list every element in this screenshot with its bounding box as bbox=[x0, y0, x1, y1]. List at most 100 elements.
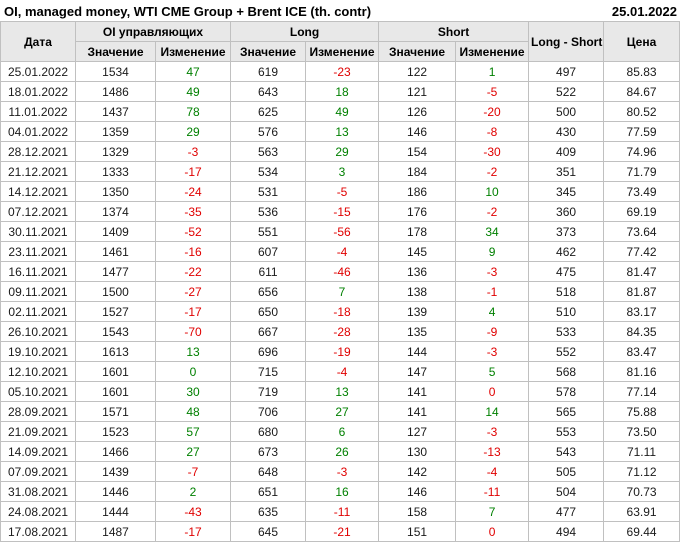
oi-value-cell: 1601 bbox=[75, 381, 156, 402]
date-cell: 31.08.2021 bbox=[0, 481, 76, 502]
date-cell: 04.01.2022 bbox=[0, 121, 76, 142]
short-value-cell: 145 bbox=[378, 241, 457, 262]
oi-change-cell: -16 bbox=[154, 241, 232, 262]
oi-change-cell: 29 bbox=[154, 121, 232, 142]
oi-change-cell: -17 bbox=[154, 301, 232, 322]
long-change-cell: -21 bbox=[305, 521, 380, 542]
page-title: OI, managed money, WTI CME Group + Brent… bbox=[4, 4, 372, 19]
oi-change-cell: 57 bbox=[154, 421, 232, 442]
col-header-long-change: Изменение bbox=[305, 41, 380, 62]
oi-change-cell: -7 bbox=[154, 461, 232, 482]
price-cell: 83.17 bbox=[603, 301, 680, 322]
short-value-cell: 136 bbox=[378, 261, 457, 282]
long-short-cell: 409 bbox=[528, 141, 605, 162]
long-value-cell: 531 bbox=[230, 181, 307, 202]
price-cell: 77.14 bbox=[603, 381, 680, 402]
long-value-cell: 673 bbox=[230, 441, 307, 462]
oi-data-table: Дата OI управляющих Long Short Long - Sh… bbox=[0, 21, 680, 542]
oi-value-cell: 1571 bbox=[75, 401, 156, 422]
short-change-cell: -5 bbox=[455, 81, 530, 102]
oi-value-cell: 1534 bbox=[75, 61, 156, 82]
table-row: 04.01.2022 1359 29 576 13 146 -8 430 77.59 bbox=[0, 121, 680, 142]
oi-change-cell: 78 bbox=[154, 101, 232, 122]
oi-change-cell: 13 bbox=[154, 341, 232, 362]
oi-value-cell: 1543 bbox=[75, 321, 156, 342]
report-date: 25.01.2022 bbox=[611, 4, 677, 19]
price-cell: 84.67 bbox=[603, 81, 680, 102]
long-value-cell: 635 bbox=[230, 501, 307, 522]
date-cell: 25.01.2022 bbox=[0, 61, 76, 82]
short-value-cell: 186 bbox=[378, 181, 457, 202]
date-cell: 18.01.2022 bbox=[0, 81, 76, 102]
long-short-cell: 552 bbox=[528, 341, 605, 362]
long-change-cell: 7 bbox=[305, 281, 380, 302]
long-change-cell: -4 bbox=[305, 361, 380, 382]
long-value-cell: 536 bbox=[230, 201, 307, 222]
col-header-price: Цена bbox=[603, 21, 680, 62]
long-value-cell: 563 bbox=[230, 141, 307, 162]
short-change-cell: 7 bbox=[455, 501, 530, 522]
short-change-cell: -9 bbox=[455, 321, 530, 342]
short-change-cell: -3 bbox=[455, 261, 530, 282]
price-cell: 75.88 bbox=[603, 401, 680, 422]
col-header-long-value: Значение bbox=[230, 41, 307, 62]
short-value-cell: 146 bbox=[378, 481, 457, 502]
table-header: Дата OI управляющих Long Short Long - Sh… bbox=[0, 21, 680, 62]
oi-value-cell: 1461 bbox=[75, 241, 156, 262]
oi-change-cell: -22 bbox=[154, 261, 232, 282]
long-value-cell: 534 bbox=[230, 161, 307, 182]
table-row: 16.11.2021 1477 -22 611 -46 136 -3 475 81.47 bbox=[0, 261, 680, 282]
date-cell: 19.10.2021 bbox=[0, 341, 76, 362]
long-short-cell: 504 bbox=[528, 481, 605, 502]
long-change-cell: -23 bbox=[305, 61, 380, 82]
long-change-cell: -28 bbox=[305, 321, 380, 342]
short-change-cell: -1 bbox=[455, 281, 530, 302]
short-value-cell: 122 bbox=[378, 61, 457, 82]
price-cell: 70.73 bbox=[603, 481, 680, 502]
long-value-cell: 611 bbox=[230, 261, 307, 282]
price-cell: 83.47 bbox=[603, 341, 680, 362]
short-value-cell: 146 bbox=[378, 121, 457, 142]
table-row: 31.08.2021 1446 2 651 16 146 -11 504 70.73 bbox=[0, 481, 680, 502]
oi-change-cell: 0 bbox=[154, 361, 232, 382]
long-value-cell: 643 bbox=[230, 81, 307, 102]
long-short-cell: 533 bbox=[528, 321, 605, 342]
short-change-cell: -3 bbox=[455, 421, 530, 442]
price-cell: 71.12 bbox=[603, 461, 680, 482]
col-group-oi: OI управляющих bbox=[74, 21, 232, 42]
short-value-cell: 178 bbox=[378, 221, 457, 242]
oi-value-cell: 1466 bbox=[75, 441, 156, 462]
long-change-cell: 3 bbox=[305, 161, 380, 182]
long-value-cell: 551 bbox=[230, 221, 307, 242]
short-change-cell: -2 bbox=[455, 201, 530, 222]
short-value-cell: 141 bbox=[378, 381, 457, 402]
date-cell: 05.10.2021 bbox=[0, 381, 76, 402]
price-cell: 69.44 bbox=[603, 521, 680, 542]
table-row: 30.11.2021 1409 -52 551 -56 178 34 373 73.64 bbox=[0, 221, 680, 242]
long-short-cell: 477 bbox=[528, 501, 605, 522]
oi-value-cell: 1359 bbox=[75, 121, 156, 142]
short-value-cell: 184 bbox=[378, 161, 457, 182]
long-short-cell: 462 bbox=[528, 241, 605, 262]
table-row: 05.10.2021 1601 30 719 13 141 0 578 77.14 bbox=[0, 381, 680, 402]
long-short-cell: 578 bbox=[528, 381, 605, 402]
long-short-cell: 518 bbox=[528, 281, 605, 302]
long-short-cell: 510 bbox=[528, 301, 605, 322]
col-header-short-value: Значение bbox=[378, 41, 457, 62]
long-value-cell: 576 bbox=[230, 121, 307, 142]
long-value-cell: 619 bbox=[230, 61, 307, 82]
long-change-cell: -11 bbox=[305, 501, 380, 522]
oi-change-cell: 49 bbox=[154, 81, 232, 102]
date-cell: 24.08.2021 bbox=[0, 501, 76, 522]
long-change-cell: 6 bbox=[305, 421, 380, 442]
price-cell: 77.42 bbox=[603, 241, 680, 262]
price-cell: 81.87 bbox=[603, 281, 680, 302]
oi-value-cell: 1409 bbox=[75, 221, 156, 242]
long-change-cell: 18 bbox=[305, 81, 380, 102]
short-change-cell: -4 bbox=[455, 461, 530, 482]
short-value-cell: 176 bbox=[378, 201, 457, 222]
oi-value-cell: 1613 bbox=[75, 341, 156, 362]
long-value-cell: 696 bbox=[230, 341, 307, 362]
oi-change-cell: -17 bbox=[154, 161, 232, 182]
short-change-cell: 1 bbox=[455, 61, 530, 82]
